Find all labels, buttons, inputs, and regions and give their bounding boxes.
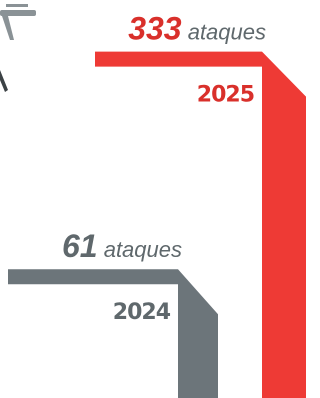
value-label: 61 ataques: [62, 228, 182, 264]
drone-arm: [0, 70, 8, 92]
year-label: 2024: [113, 300, 171, 325]
drone-body: [0, 10, 36, 16]
chart: 2024 61 ataques 2025 333 ataques: [0, 0, 306, 398]
value-label: 333 ataques: [128, 11, 266, 47]
drone-rotor: [6, 4, 28, 7]
page: {"chart_data": {"type": "bar", "categori…: [0, 0, 320, 398]
drone-leg: [2, 16, 14, 40]
drone-icon: [0, 4, 36, 92]
year-label: 2025: [197, 83, 254, 108]
bar: [8, 269, 218, 398]
